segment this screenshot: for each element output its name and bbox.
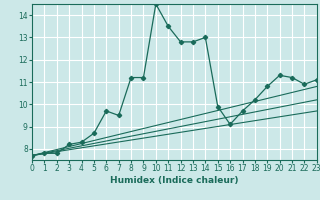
X-axis label: Humidex (Indice chaleur): Humidex (Indice chaleur) <box>110 176 239 185</box>
